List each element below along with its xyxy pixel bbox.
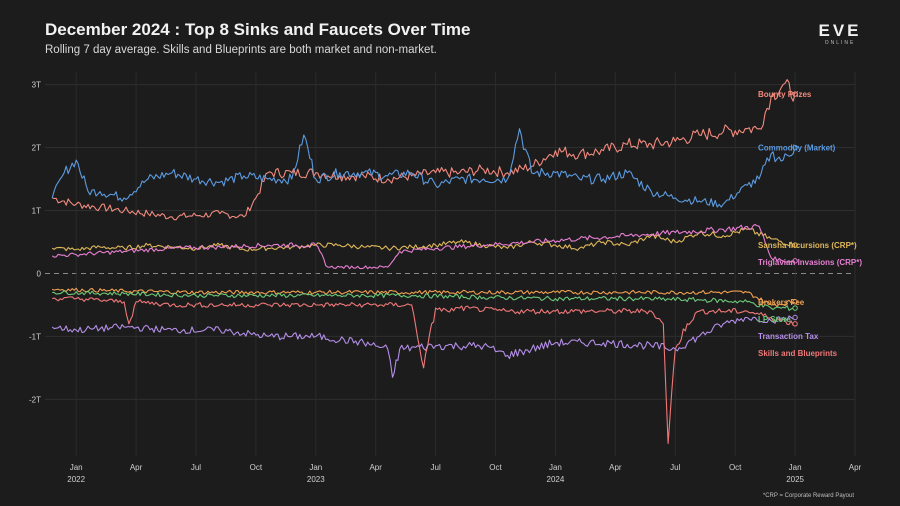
series-end-marker-7: [792, 321, 798, 327]
series-end-marker-3: [792, 258, 798, 264]
y-tick-label: 2T: [32, 144, 41, 153]
y-tick-label: -1T: [29, 332, 41, 341]
y-tick-label: 0: [37, 269, 42, 278]
series-end-marker-2: [792, 242, 798, 248]
series-end-marker-0: [792, 91, 798, 97]
x-year-label: 2022: [67, 475, 85, 484]
eve-online-logo: EVE ONLINE: [812, 22, 868, 46]
series-label-4: Brokers Fee: [758, 298, 805, 307]
x-year-label: 2023: [307, 475, 325, 484]
x-tick-label: Jan: [789, 463, 802, 472]
series-label-2: Sansha Incursions (CRP*): [758, 241, 857, 250]
x-tick-label: Jan: [70, 463, 83, 472]
x-tick-label: Apr: [130, 463, 143, 472]
x-tick-label: Oct: [489, 463, 502, 472]
x-tick-label: Jan: [549, 463, 562, 472]
x-tick-label: Oct: [729, 463, 742, 472]
y-tick-label: -2T: [29, 395, 41, 404]
footnote: *CRP = Corporate Reward Payout: [762, 493, 854, 499]
y-tick-label: 1T: [32, 206, 41, 215]
chart-title: December 2024 : Top 8 Sinks and Faucets …: [45, 20, 471, 39]
x-tick-label: Jul: [670, 463, 680, 472]
series-end-marker-6: [792, 314, 798, 321]
chart-subtitle: Rolling 7 day average. Skills and Bluepr…: [45, 44, 437, 56]
logo-wordmark: EVE: [818, 21, 862, 40]
series-label-6: Transaction Tax: [758, 332, 819, 341]
x-tick-label: Apr: [369, 463, 382, 472]
x-tick-label: Jul: [431, 463, 441, 472]
x-tick-label: Apr: [609, 463, 622, 472]
series-label-1: Commodity (Market): [758, 144, 836, 153]
x-tick-label: Jul: [191, 463, 201, 472]
x-year-label: 2025: [786, 475, 804, 484]
series-line-7: [52, 296, 796, 444]
x-tick-label: Oct: [250, 463, 263, 472]
series-label-5: LP Store: [758, 315, 791, 324]
x-tick-label: Jan: [309, 463, 322, 472]
logo-subtext: ONLINE: [824, 40, 856, 46]
series-line-1: [51, 128, 796, 208]
series-line-3: [51, 223, 796, 270]
series-label-0: Bounty Prizes: [758, 90, 812, 99]
series-end-marker-1: [792, 144, 798, 151]
series-end-marker-4: [792, 299, 798, 305]
x-tick-label: Apr: [849, 463, 862, 472]
series-line-0: [52, 79, 796, 221]
series-label-3: Triglavian Invasions (CRP*): [758, 258, 862, 267]
series-label-7: Skills and Blueprints: [758, 349, 838, 358]
x-year-label: 2024: [547, 475, 565, 484]
series-line-6: [51, 315, 796, 378]
series-end-marker-5: [792, 305, 798, 311]
y-tick-label: 3T: [32, 81, 41, 90]
series-line-5: [52, 290, 796, 311]
